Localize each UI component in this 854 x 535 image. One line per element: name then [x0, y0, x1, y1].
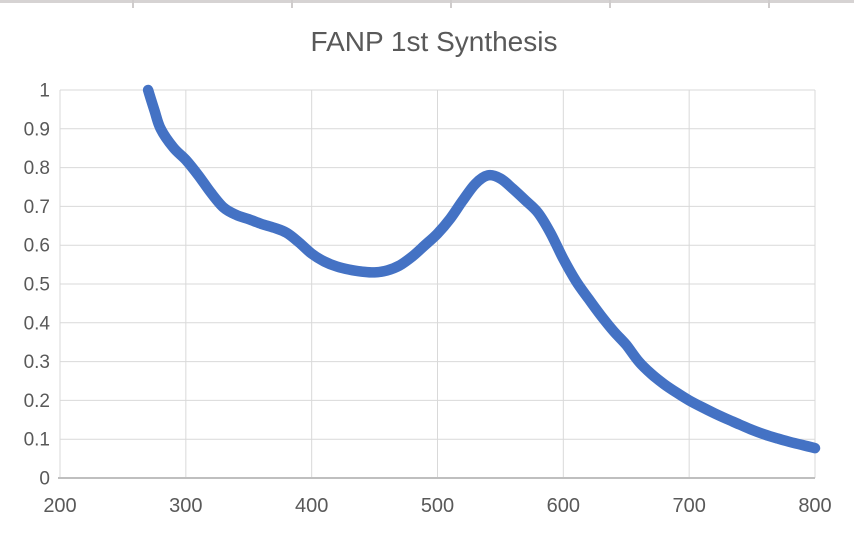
x-tick-label: 500 [421, 495, 454, 517]
x-tick-label: 300 [169, 495, 202, 517]
column-divider [450, 0, 452, 8]
y-tick-label: 0.2 [24, 391, 50, 412]
y-tick-label: 0.7 [24, 197, 50, 218]
x-tick-label: 200 [43, 495, 76, 517]
column-divider [609, 0, 611, 8]
x-tick-label: 700 [672, 495, 705, 517]
column-divider [132, 0, 134, 8]
y-tick-label: 0 [39, 469, 50, 490]
x-tick-label: 400 [295, 495, 328, 517]
y-tick-label: 1 [39, 81, 50, 102]
worksheet-row-border [0, 0, 854, 8]
y-tick-label: 0.5 [24, 275, 50, 296]
x-tick-label: 800 [798, 495, 831, 517]
y-tick-label: 0.6 [24, 236, 50, 257]
chart-title: FANP 1st Synthesis [310, 26, 558, 57]
y-tick-label: 0.8 [24, 158, 50, 179]
column-divider [291, 0, 293, 8]
x-tick-label: 600 [547, 495, 580, 517]
y-tick-label: 0.3 [24, 352, 50, 373]
column-divider [768, 0, 770, 8]
series-line [142, 84, 821, 454]
y-tick-label: 0.4 [24, 313, 51, 334]
y-tick-label: 0.9 [24, 119, 50, 140]
y-tick-label: 0.1 [24, 430, 50, 451]
